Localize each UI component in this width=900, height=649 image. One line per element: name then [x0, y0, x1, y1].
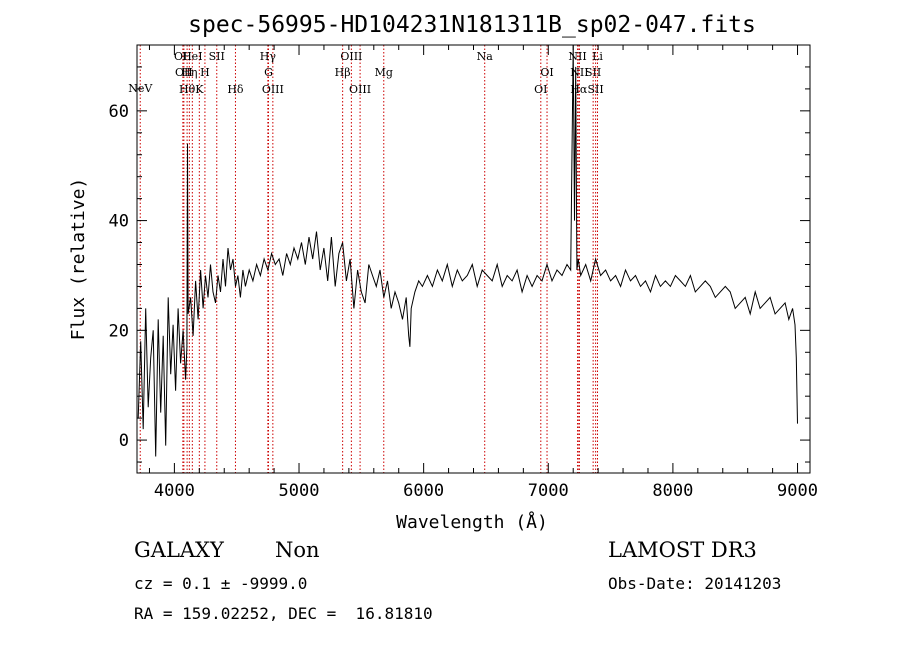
line-label-18: OI [540, 66, 553, 79]
line-label-16: Mg [375, 66, 393, 79]
line-label-3: Hθ [179, 83, 196, 96]
survey-name: LAMOST DR3 [608, 538, 757, 562]
plot-frame [136, 44, 811, 474]
line-label-25: SII [588, 83, 604, 96]
line-label-15: OIII [349, 83, 371, 96]
line-label-1: OII [174, 50, 192, 63]
y-axis-label: Flux (relative) [68, 178, 89, 341]
line-label-14: Hβ [335, 66, 351, 79]
line-label-6: K [195, 83, 204, 96]
line-label-12: OIII [262, 83, 284, 96]
y-tick-label: 60 [109, 102, 129, 122]
line-label-19: OI [534, 83, 547, 96]
line-label-17: Na [477, 50, 494, 63]
axis-ticks: 4000 5000 6000 7000 8000 9000 0 20 40 60 [109, 44, 818, 501]
x-tick-label: 8000 [652, 481, 693, 501]
spectrum-series [137, 44, 798, 457]
x-tick-label: 9000 [777, 481, 818, 501]
chart-title: spec-56995-HD104231N181311B_sp02-047.fit… [188, 12, 756, 38]
line-label-7: H [200, 66, 210, 79]
x-tick-label: 5000 [279, 481, 320, 501]
observation-date: Obs-Date: 20141203 [608, 574, 782, 593]
line-label-2: OII [175, 66, 193, 79]
line-label-21: NII [570, 66, 588, 79]
x-tick-label: 7000 [528, 481, 569, 501]
line-label-5: HeI [182, 50, 202, 63]
y-tick-label: 0 [119, 431, 129, 451]
line-label-20: NII [568, 50, 586, 63]
x-axis-label: Wavelength (Å) [396, 511, 548, 533]
y-tick-label: 40 [109, 212, 129, 232]
coordinates-line: RA = 159.02252, DEC = 16.81810 [134, 604, 433, 623]
line-label-10: Hγ [260, 50, 277, 63]
object-subclass: Non [275, 538, 320, 562]
line-label-22: Hα [570, 83, 588, 96]
line-label-24: SII [585, 66, 601, 79]
object-class: GALAXY [134, 538, 224, 562]
spectrum-line-0 [137, 44, 798, 457]
x-tick-label: 4000 [154, 481, 195, 501]
line-label-11: G [264, 66, 273, 79]
line-label-23: Li [592, 50, 603, 63]
line-label-4: Hη [181, 66, 197, 79]
line-label-8: SII [209, 50, 225, 63]
spectral-line-markers [139, 45, 599, 473]
line-label-9: Hδ [227, 83, 244, 96]
x-tick-label: 6000 [403, 481, 444, 501]
spectral-line-labels: NeVOIIOIIHθHηHeIKHSIIHδHγGOIIIOIIIHβOIII… [128, 50, 604, 96]
y-tick-label: 20 [109, 321, 129, 341]
line-label-13: OIII [340, 50, 362, 63]
redshift-line: cz = 0.1 ± -9999.0 [134, 574, 308, 593]
